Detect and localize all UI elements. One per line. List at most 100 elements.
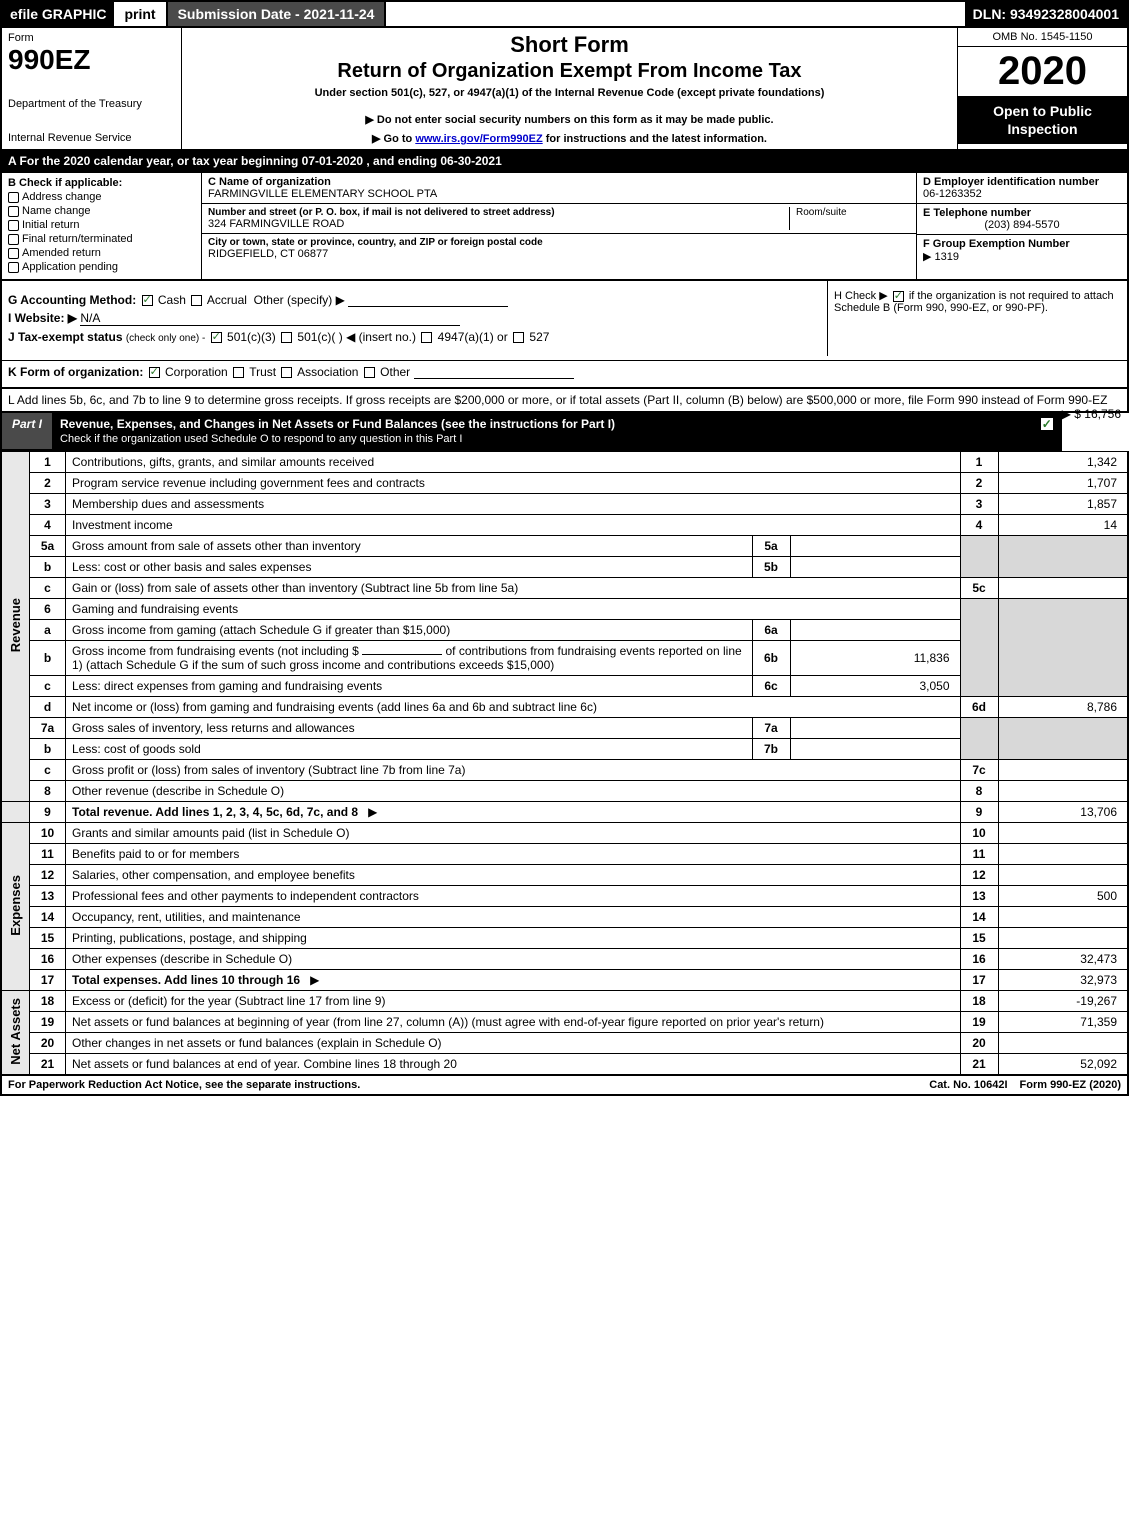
cb-initial-return[interactable]: Initial return bbox=[8, 219, 195, 231]
form-id-block: Form 990EZ Department of the Treasury In… bbox=[2, 28, 182, 149]
sidebar-net-assets: Net Assets bbox=[1, 991, 30, 1076]
irs-link[interactable]: www.irs.gov/Form990EZ bbox=[415, 133, 542, 145]
g-label: G Accounting Method: bbox=[8, 293, 136, 307]
table-row: c Less: direct expenses from gaming and … bbox=[1, 676, 1128, 697]
group-number: ▶ 1319 bbox=[923, 251, 959, 263]
footer-left: For Paperwork Reduction Act Notice, see … bbox=[2, 1076, 923, 1094]
cb-accrual[interactable] bbox=[191, 295, 202, 306]
k-opt2: Association bbox=[297, 365, 358, 379]
cb-trust[interactable] bbox=[233, 367, 244, 378]
form-header: Form 990EZ Department of the Treasury In… bbox=[0, 28, 1129, 151]
table-row: 21 Net assets or fund balances at end of… bbox=[1, 1054, 1128, 1076]
city-row: City or town, state or province, country… bbox=[202, 234, 916, 263]
table-row: 7a Gross sales of inventory, less return… bbox=[1, 718, 1128, 739]
g-other-blank[interactable] bbox=[348, 295, 508, 307]
top-bar: efile GRAPHIC print Submission Date - 20… bbox=[0, 0, 1129, 28]
form-title: Return of Organization Exempt From Incom… bbox=[190, 60, 949, 83]
cb-amended-return[interactable]: Amended return bbox=[8, 247, 195, 259]
part1-table: Revenue 1 Contributions, gifts, grants, … bbox=[0, 451, 1129, 1076]
table-row: 4 Investment income 4 14 bbox=[1, 515, 1128, 536]
row-val: 1,342 bbox=[998, 452, 1128, 473]
table-row: 6 Gaming and fundraising events bbox=[1, 599, 1128, 620]
line-j: J Tax-exempt status (check only one) - 5… bbox=[8, 330, 821, 344]
g-accrual: Accrual bbox=[207, 293, 247, 307]
cb-label: Application pending bbox=[22, 261, 118, 273]
table-row: c Gross profit or (loss) from sales of i… bbox=[1, 760, 1128, 781]
part1-header: Part I Revenue, Expenses, and Changes in… bbox=[0, 413, 1062, 451]
table-row: 16 Other expenses (describe in Schedule … bbox=[1, 949, 1128, 970]
table-row: Revenue 1 Contributions, gifts, grants, … bbox=[1, 452, 1128, 473]
l-amount: ▶ $ 16,756 bbox=[1062, 407, 1121, 421]
j-small: (check only one) - bbox=[126, 333, 205, 344]
checkbox-icon bbox=[1041, 418, 1053, 430]
k-label: K Form of organization: bbox=[8, 365, 143, 379]
cb-label: Amended return bbox=[22, 247, 101, 259]
street-label: Number and street (or P. O. box, if mail… bbox=[208, 207, 783, 218]
table-row: 20 Other changes in net assets or fund b… bbox=[1, 1033, 1128, 1054]
print-button[interactable]: print bbox=[114, 2, 167, 26]
section-b-heading: B Check if applicable: bbox=[8, 177, 195, 189]
l-text: L Add lines 5b, 6c, and 7b to line 9 to … bbox=[8, 393, 1107, 407]
form-label: Form bbox=[8, 32, 175, 44]
cb-application-pending[interactable]: Application pending bbox=[8, 261, 195, 273]
ssn-warning: ▶ Do not enter social security numbers o… bbox=[190, 113, 949, 126]
form-number: 990EZ bbox=[8, 44, 175, 76]
street-row: Number and street (or P. O. box, if mail… bbox=[202, 204, 916, 234]
table-row: 13 Professional fees and other payments … bbox=[1, 886, 1128, 907]
line-k: K Form of organization: Corporation Trus… bbox=[2, 360, 1127, 383]
city-label: City or town, state or province, country… bbox=[208, 237, 910, 248]
line-l: L Add lines 5b, 6c, and 7b to line 9 to … bbox=[0, 389, 1129, 413]
row-num: 1 bbox=[30, 452, 66, 473]
section-h: H Check ▶ if the organization is not req… bbox=[827, 281, 1127, 356]
table-row: 2 Program service revenue including gove… bbox=[1, 473, 1128, 494]
g-other: Other (specify) ▶ bbox=[254, 293, 345, 307]
cb-association[interactable] bbox=[281, 367, 292, 378]
ein: 06-1263352 bbox=[923, 188, 982, 200]
part1-check-o[interactable] bbox=[1034, 413, 1060, 449]
ein-row: D Employer identification number 06-1263… bbox=[917, 173, 1127, 204]
checkbox-icon bbox=[8, 220, 19, 231]
sidebar-expenses: Expenses bbox=[1, 823, 30, 991]
dept-treasury: Department of the Treasury bbox=[8, 98, 175, 110]
row-desc: Contributions, gifts, grants, and simila… bbox=[66, 452, 961, 473]
cb-527[interactable] bbox=[513, 332, 524, 343]
table-row: 14 Occupancy, rent, utilities, and maint… bbox=[1, 907, 1128, 928]
part1-subtitle: Check if the organization used Schedule … bbox=[60, 433, 462, 445]
k-other-blank[interactable] bbox=[414, 367, 574, 379]
table-row: 17 Total expenses. Add lines 10 through … bbox=[1, 970, 1128, 991]
cb-501c[interactable] bbox=[281, 332, 292, 343]
checkbox-icon bbox=[8, 248, 19, 259]
footer-right: Form 990-EZ (2020) bbox=[1014, 1076, 1127, 1094]
footer-mid: Cat. No. 10642I bbox=[923, 1076, 1013, 1094]
row-rnum: 1 bbox=[960, 452, 998, 473]
group-row: F Group Exemption Number ▶ 1319 bbox=[917, 235, 1127, 266]
part1-title: Revenue, Expenses, and Changes in Net As… bbox=[52, 413, 1034, 449]
org-name-label: C Name of organization bbox=[208, 176, 910, 188]
tax-year: 2020 bbox=[958, 47, 1127, 96]
cb-501c3[interactable] bbox=[211, 332, 222, 343]
table-row: 19 Net assets or fund balances at beginn… bbox=[1, 1012, 1128, 1033]
table-row: 12 Salaries, other compensation, and emp… bbox=[1, 865, 1128, 886]
cb-h[interactable] bbox=[893, 291, 904, 302]
cb-cash[interactable] bbox=[142, 295, 153, 306]
checkbox-icon bbox=[8, 262, 19, 273]
part1-label: Part I bbox=[2, 413, 52, 449]
table-row: Expenses 10 Grants and similar amounts p… bbox=[1, 823, 1128, 844]
cb-address-change[interactable]: Address change bbox=[8, 191, 195, 203]
line-i: I Website: ▶ N/A bbox=[8, 311, 821, 326]
table-row: 11 Benefits paid to or for members 11 bbox=[1, 844, 1128, 865]
form-title-block: Short Form Return of Organization Exempt… bbox=[182, 28, 957, 149]
cb-other-org[interactable] bbox=[364, 367, 375, 378]
cb-final-return[interactable]: Final return/terminated bbox=[8, 233, 195, 245]
cb-name-change[interactable]: Name change bbox=[8, 205, 195, 217]
j-opt3: 4947(a)(1) or bbox=[438, 330, 508, 344]
k-opt0: Corporation bbox=[165, 365, 228, 379]
phone: (203) 894-5570 bbox=[923, 219, 1121, 231]
checkbox-icon bbox=[8, 192, 19, 203]
table-row: Net Assets 18 Excess or (deficit) for th… bbox=[1, 991, 1128, 1012]
cb-corporation[interactable] bbox=[149, 367, 160, 378]
cb-4947[interactable] bbox=[421, 332, 432, 343]
table-row: 9 Total revenue. Add lines 1, 2, 3, 4, 5… bbox=[1, 802, 1128, 823]
city: RIDGEFIELD, CT 06877 bbox=[208, 248, 328, 260]
phone-row: E Telephone number (203) 894-5570 bbox=[917, 204, 1127, 235]
